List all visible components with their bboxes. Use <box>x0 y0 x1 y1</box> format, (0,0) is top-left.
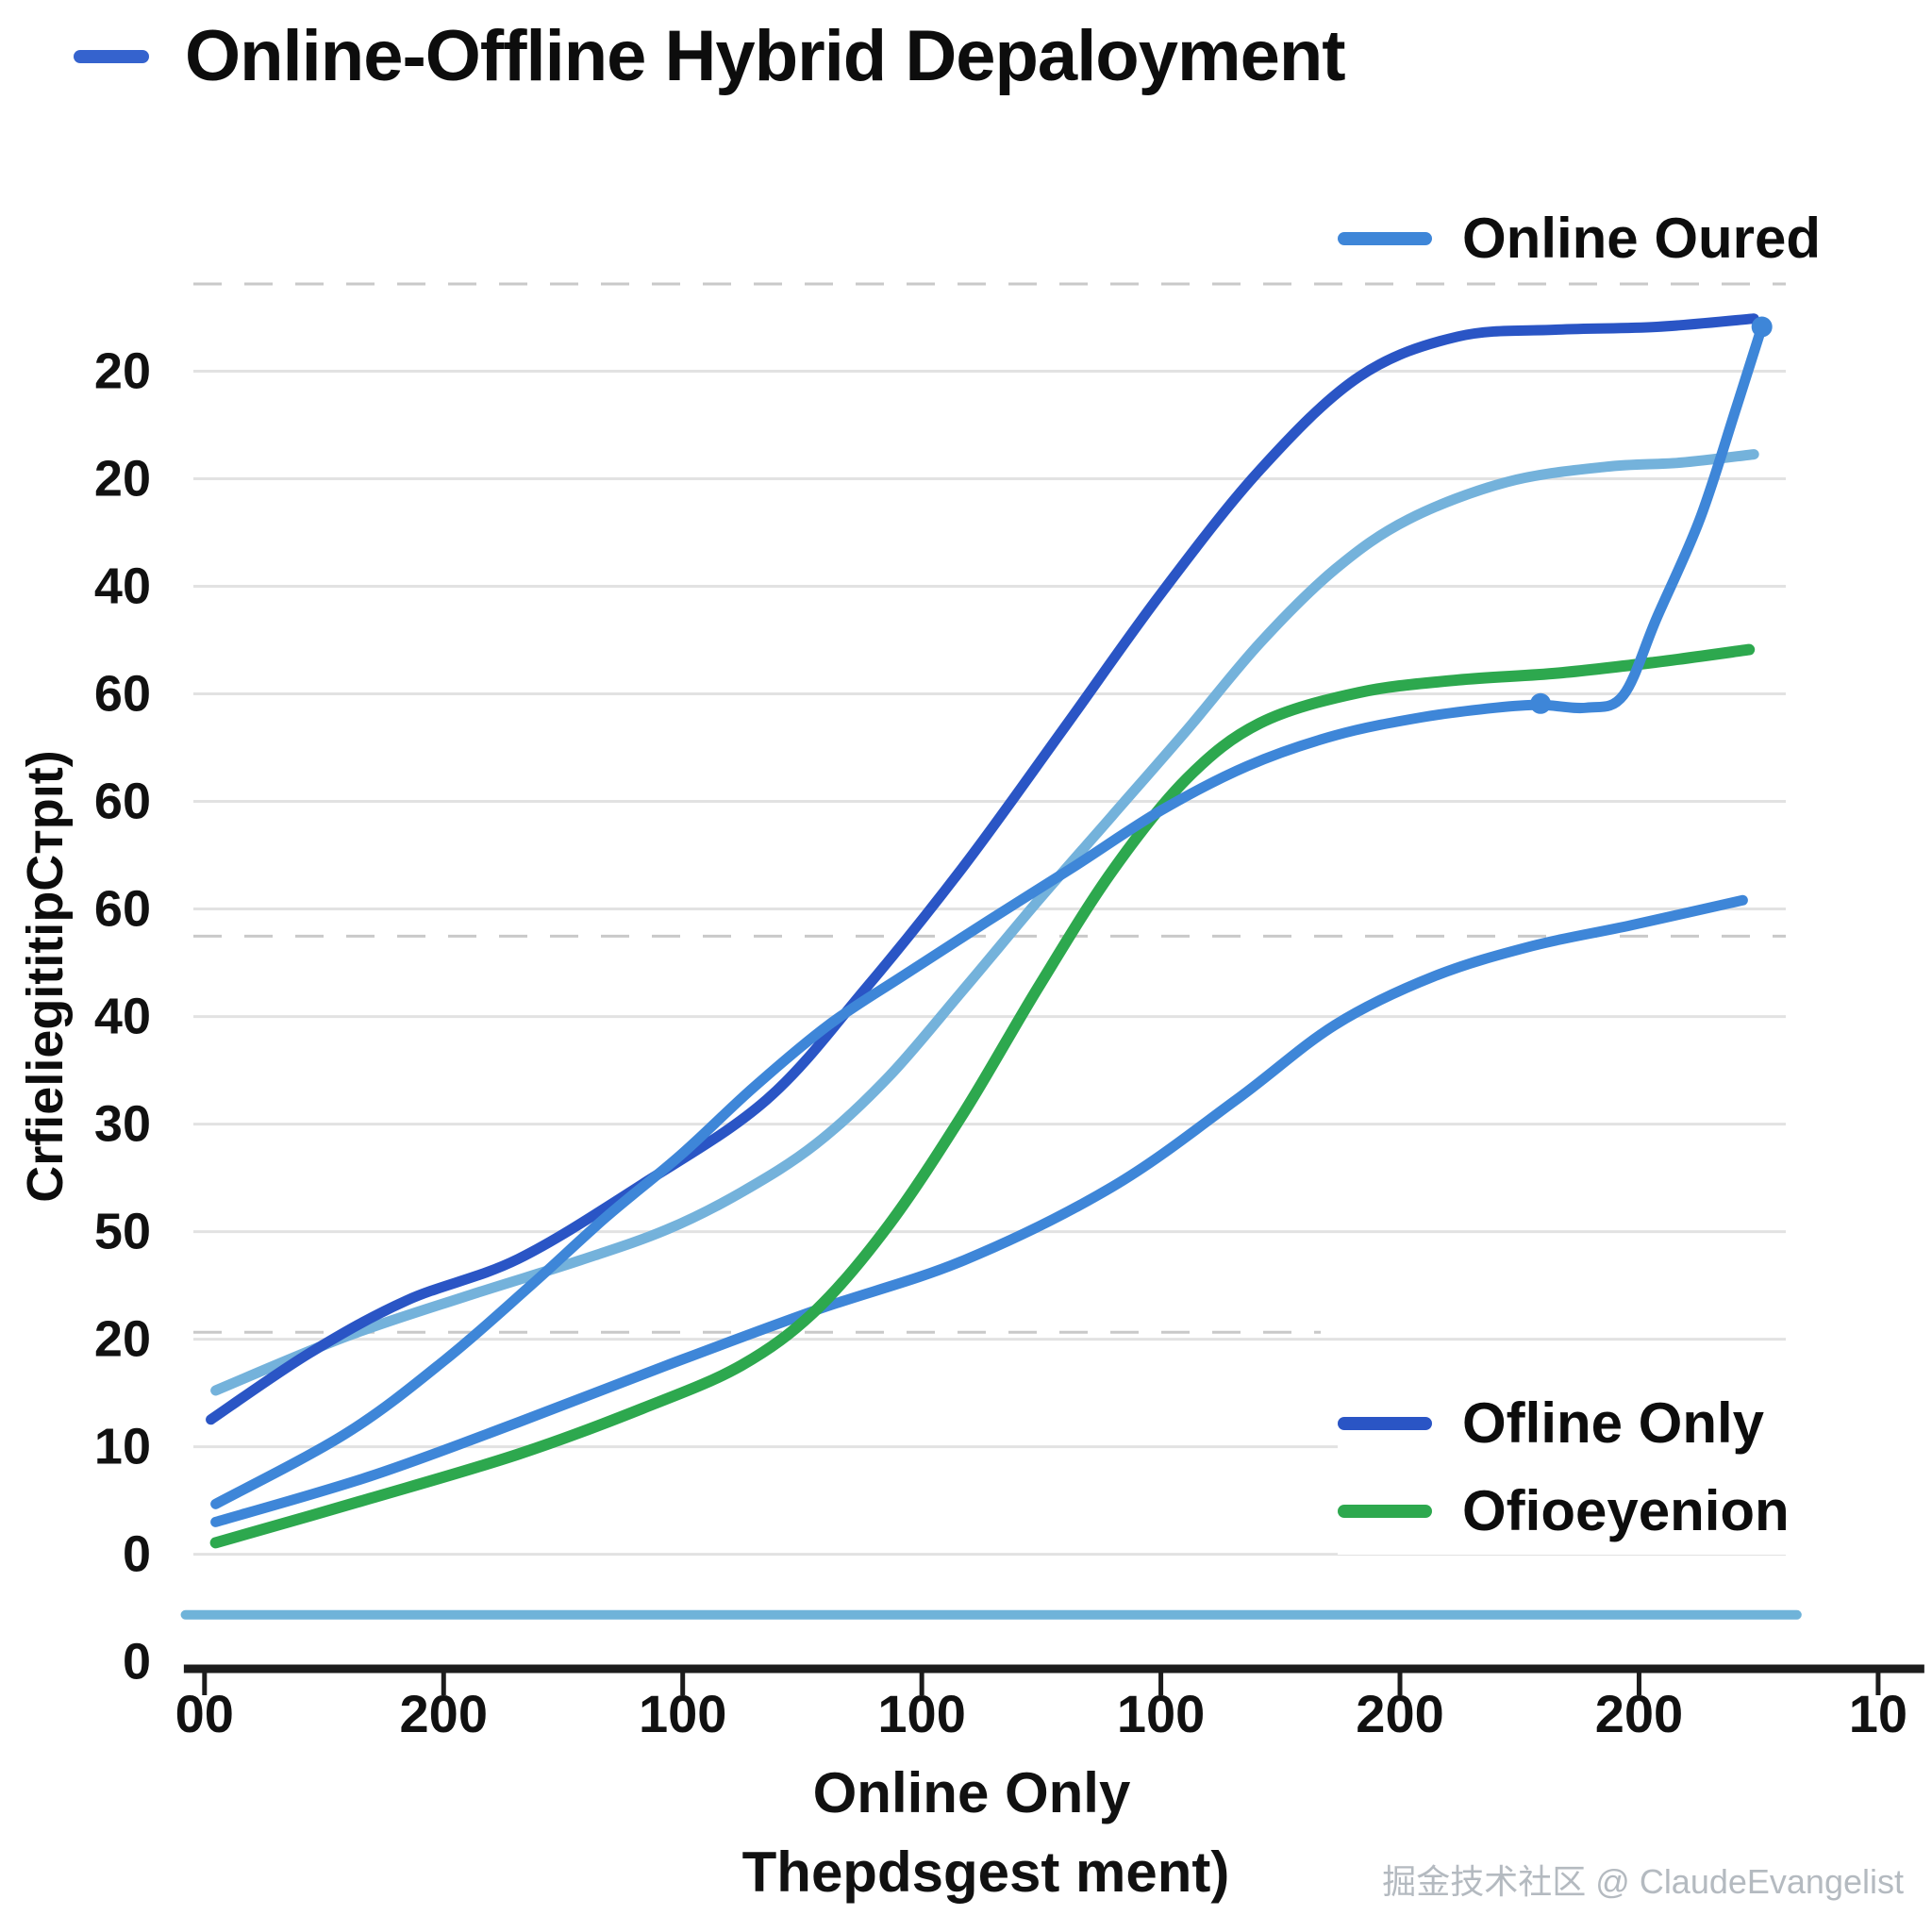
watermark-text: 掘金技术社区 @ ClaudeEvangelist <box>1382 1862 1904 1901</box>
x-tick-label: 100 <box>877 1684 965 1743</box>
legend-swatch-ofline-only <box>1338 1416 1432 1430</box>
legend-bottom: Ofline Only Ofioeyenion <box>1338 1379 1805 1555</box>
series-line-dark-blue-ofline-only <box>206 313 1759 1425</box>
x-tick-label: 100 <box>1117 1684 1205 1743</box>
x-tick-label: 200 <box>1595 1684 1683 1743</box>
y-tick-label: 0 <box>123 1634 151 1690</box>
y-axis-label: CrfieliegititipCтpıt) <box>17 750 74 1203</box>
x-tick-label: 10 <box>1849 1684 1907 1743</box>
x-tick-label: 100 <box>639 1684 726 1743</box>
legend-label-ofioeyenion: Ofioeyenion <box>1462 1479 1790 1542</box>
data-point-marker <box>1751 316 1773 338</box>
y-tick-label: 20 <box>94 342 151 399</box>
y-tick-label: 0 <box>123 1526 151 1583</box>
series-line-green-ofioeyenion <box>209 643 1756 1549</box>
legend-swatch-ofioeyenion <box>1338 1504 1432 1518</box>
legend-item: Ofioeyenion <box>1338 1478 1790 1543</box>
x-axis-sublabel: Thepdsgest ment) <box>741 1840 1230 1904</box>
y-tick-label: 50 <box>94 1204 151 1260</box>
legend-item: Online Oured <box>1338 206 1821 271</box>
data-point-marker <box>1530 692 1552 714</box>
page-title: Online-Offline Hybrid Depaloyment <box>185 16 1346 96</box>
legend-top: Online Oured <box>1338 206 1821 271</box>
legend-swatch-online-oured <box>1338 231 1432 245</box>
legend-label-ofline-only: Ofline Only <box>1462 1391 1765 1455</box>
series-line-mid-blue-lower <box>210 894 1748 1527</box>
y-tick-label: 60 <box>94 774 151 830</box>
y-tick-label: 10 <box>94 1419 151 1475</box>
y-tick-label: 20 <box>94 1311 151 1368</box>
x-axis-label: Online Only <box>812 1761 1131 1824</box>
x-tick-label: 200 <box>1356 1684 1443 1743</box>
x-tick-label: 200 <box>400 1684 488 1743</box>
legend-item: Ofline Only <box>1338 1391 1790 1456</box>
y-tick-label: 20 <box>94 450 151 507</box>
y-tick-label: 40 <box>94 989 151 1045</box>
x-tick-label: 00 <box>175 1684 234 1743</box>
chart-title-row: Online-Offline Hybrid Depaloyment <box>74 15 1346 97</box>
y-tick-label: 40 <box>94 558 151 615</box>
legend-label-online-oured: Online Oured <box>1462 207 1822 270</box>
title-dash-icon <box>74 49 149 63</box>
series-line-steep-blue-online-oured <box>210 322 1768 1509</box>
y-tick-label: 30 <box>94 1096 151 1153</box>
y-tick-label: 60 <box>94 666 151 723</box>
y-tick-label: 60 <box>94 881 151 938</box>
